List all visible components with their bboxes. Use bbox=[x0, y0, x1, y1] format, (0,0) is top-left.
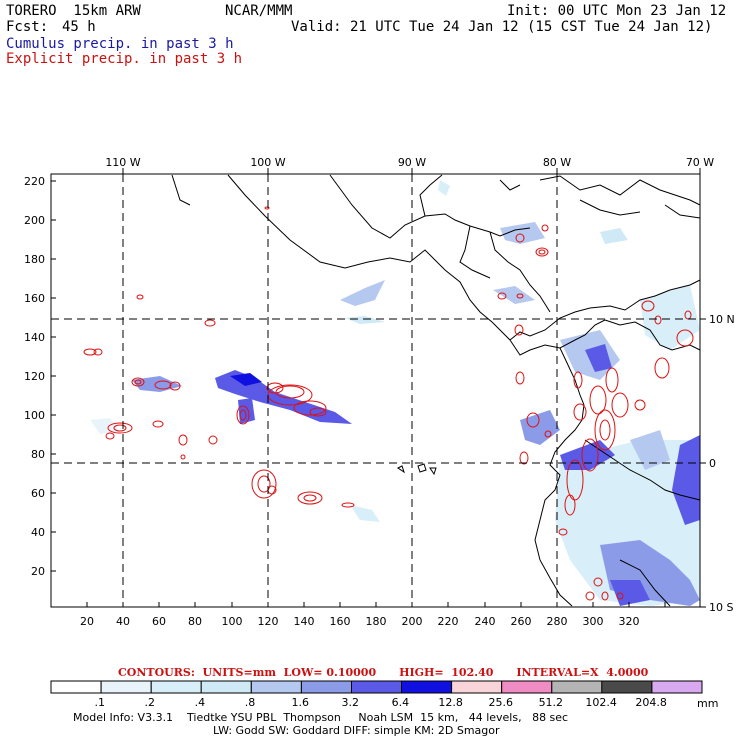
colorbar-label: .1 bbox=[94, 696, 105, 709]
init-time: Init: 00 UTC Mon 23 Jan 12 bbox=[507, 3, 727, 19]
colorbar-label: .2 bbox=[144, 696, 156, 709]
x-tick-labels: 20 40 60 80 100 120 140 160 180 200 220 … bbox=[80, 615, 640, 628]
x-tick-label: 180 bbox=[366, 615, 387, 628]
lon-label: 80 W bbox=[543, 156, 571, 169]
colorbar-label: 25.6 bbox=[488, 696, 513, 709]
colorbar-swatch bbox=[651, 680, 703, 694]
colorbar-label: 102.4 bbox=[585, 696, 617, 709]
contour-info: CONTOURS: UNITS=mm LOW= 0.10000 HIGH= 10… bbox=[118, 666, 649, 679]
y-tick-label: 80 bbox=[31, 448, 45, 461]
colorbar-label: 12.8 bbox=[438, 696, 463, 709]
model-info: Model Info: V3.3.1 Tiedtke YSU PBL Thomp… bbox=[73, 711, 569, 724]
forecast-label: Fcst: bbox=[6, 19, 49, 35]
colorbar-swatch bbox=[250, 680, 302, 694]
y-tick-label: 180 bbox=[24, 253, 45, 266]
colorbar-label: 3.2 bbox=[341, 696, 360, 709]
legend-cumulus-precip: Cumulus precip. in past 3 h bbox=[6, 36, 234, 52]
y-tick-label: 20 bbox=[31, 565, 45, 578]
cumulus-shading bbox=[90, 180, 700, 606]
y-tick-label: 120 bbox=[24, 370, 45, 383]
colorbar-label: 6.4 bbox=[391, 696, 410, 709]
x-tick-label: 220 bbox=[438, 615, 459, 628]
x-tick-label: 40 bbox=[116, 615, 130, 628]
organization: NCAR/MMM bbox=[225, 3, 293, 19]
colorbar-swatch bbox=[351, 680, 403, 694]
x-tick-label: 100 bbox=[222, 615, 243, 628]
colorbar-label: .4 bbox=[194, 696, 206, 709]
axis-ticks bbox=[51, 168, 706, 608]
y-tick-label: 40 bbox=[31, 526, 45, 539]
x-tick-label: 300 bbox=[583, 615, 604, 628]
model-physics: LW: Godd SW: Goddard DIFF: simple KM: 2D… bbox=[213, 724, 500, 737]
colorbar-swatch bbox=[150, 680, 202, 694]
x-tick-label: 60 bbox=[152, 615, 166, 628]
valid-time: Valid: 21 UTC Tue 24 Jan 12 (15 CST Tue … bbox=[291, 19, 713, 35]
colorbar-label: 204.8 bbox=[635, 696, 667, 709]
y-tick-label: 100 bbox=[24, 409, 45, 422]
longitude-labels: 110 W 100 W 90 W 80 W 70 W bbox=[105, 156, 714, 169]
colorbar-unit: mm bbox=[697, 697, 719, 710]
lon-label: 70 W bbox=[686, 156, 714, 169]
x-tick-label: 280 bbox=[547, 615, 568, 628]
colorbar-swatch bbox=[451, 680, 503, 694]
lon-label: 110 W bbox=[105, 156, 140, 169]
model-name: TORERO 15km ARW bbox=[6, 3, 141, 19]
coastlines bbox=[171, 174, 701, 607]
lat-label: 0 bbox=[709, 457, 716, 470]
lat-lon-grid bbox=[51, 174, 700, 607]
x-tick-label: 140 bbox=[294, 615, 315, 628]
y-tick-label: 140 bbox=[24, 331, 45, 344]
y-tick-labels: 220 200 180 160 140 120 100 80 60 40 20 bbox=[24, 175, 45, 578]
x-tick-label: 240 bbox=[475, 615, 496, 628]
forecast-hours: 45 h bbox=[62, 19, 96, 35]
colorbar-swatch bbox=[551, 680, 603, 694]
x-tick-label: 260 bbox=[511, 615, 532, 628]
colorbar-swatch bbox=[200, 680, 252, 694]
colorbar-label: 1.6 bbox=[291, 696, 309, 709]
lon-label: 100 W bbox=[250, 156, 285, 169]
legend-explicit-precip: Explicit precip. in past 3 h bbox=[6, 51, 243, 67]
x-tick-label: 200 bbox=[402, 615, 423, 628]
colorbar-swatch bbox=[501, 680, 553, 694]
x-tick-label: 20 bbox=[80, 615, 94, 628]
x-tick-label: 160 bbox=[330, 615, 351, 628]
y-tick-label: 60 bbox=[31, 487, 45, 500]
latitude-labels: 10 N 0 10 S bbox=[709, 313, 735, 614]
x-tick-label: 320 bbox=[619, 615, 640, 628]
colorbar-label: 51.2 bbox=[538, 696, 564, 709]
y-tick-label: 160 bbox=[24, 292, 45, 305]
colorbar-swatch bbox=[100, 680, 152, 694]
y-tick-label: 200 bbox=[24, 214, 45, 227]
lon-label: 90 W bbox=[398, 156, 426, 169]
colorbar-swatch bbox=[601, 680, 653, 694]
x-tick-label: 120 bbox=[258, 615, 279, 628]
lat-label: 10 S bbox=[709, 601, 733, 614]
colorbar-swatch bbox=[300, 680, 352, 694]
colorbar-label: .8 bbox=[244, 696, 256, 709]
x-tick-label: 80 bbox=[188, 615, 202, 628]
colorbar-swatch bbox=[401, 680, 453, 694]
colorbar bbox=[50, 680, 703, 694]
y-tick-label: 220 bbox=[24, 175, 45, 188]
explicit-contours bbox=[83, 206, 694, 601]
lat-label: 10 N bbox=[709, 313, 735, 326]
colorbar-swatch bbox=[50, 680, 102, 694]
